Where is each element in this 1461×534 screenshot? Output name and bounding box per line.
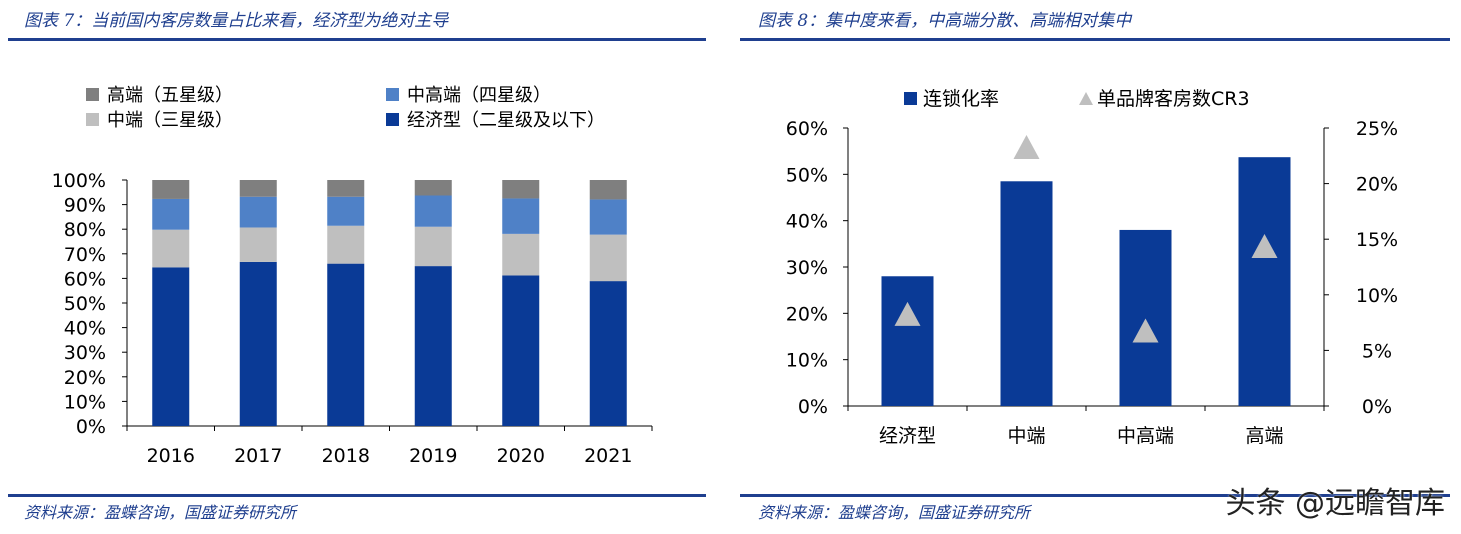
marker-cr3 [1132,318,1159,343]
bar-segment [589,234,627,282]
y-tick-label-right: 0% [1362,396,1392,418]
figure-source: 资料来源：盈蝶咨询，国盛证券研究所 [758,503,1031,522]
bar-segment [414,180,452,196]
y-tick-label: 40% [64,318,106,340]
bar-segment [152,229,190,268]
bar-segment [239,180,277,197]
bar-segment [589,199,627,235]
x-tick-label: 中高端 [1117,425,1174,447]
legend-swatch [86,88,99,101]
bar-segment [152,180,190,199]
bar-segment [589,281,627,426]
bar-chain-rate [1238,157,1291,406]
y-tick-label: 70% [64,244,106,266]
y-tick-label-left: 10% [786,350,828,372]
legend-swatch-bar [904,92,917,105]
bar-chain-rate [1000,181,1053,406]
y-tick-label-left: 20% [786,303,828,325]
y-tick-label-right: 10% [1356,285,1398,307]
watermark-text: 头条 @远瞻智库 [1225,486,1445,521]
y-tick-label-left: 40% [786,211,828,233]
figure-title: 图表 8：集中度来看，中高端分散、高端相对集中 [758,11,1132,31]
y-tick-label: 50% [64,293,106,315]
y-tick-label: 10% [64,391,106,413]
bar-segment [502,233,540,276]
y-tick-label-left: 50% [786,164,828,186]
y-tick-label: 20% [64,367,106,389]
y-tick-label-left: 0% [798,396,828,418]
legend-swatch [86,113,99,126]
y-tick-label-left: 30% [786,257,828,279]
legend-swatch [386,88,399,101]
bar-segment [152,198,190,230]
title-rule [8,38,706,41]
legend-label: 高端（五星级） [107,85,233,106]
bar-segment [502,180,540,199]
source-rule [8,494,706,497]
bar-segment [414,226,452,267]
y-tick-label: 90% [64,195,106,217]
bar-segment [414,266,452,426]
bar-segment [502,275,540,426]
figure-title: 图表 7：当前国内客房数量占比来看，经济型为绝对主导 [24,11,449,31]
marker-cr3 [894,301,921,326]
y-tick-label: 0% [76,416,106,438]
y-tick-label-right: 5% [1362,340,1392,362]
x-tick-label: 经济型 [879,425,936,447]
title-rule [740,38,1450,41]
legend-swatch-triangle [1079,92,1093,105]
bar-segment [239,227,277,262]
x-tick-label: 2018 [322,445,370,467]
legend-label: 连锁化率 [923,88,999,110]
x-tick-label: 2020 [497,445,545,467]
bar-segment [239,196,277,228]
y-tick-label-right: 15% [1356,229,1398,251]
bar-marker-chart: 0% 10% 20% 30% 40% 50% 60% 0% 5% 10% 15% 20% 25% 经济型 中… [786,88,1398,447]
bar-segment [152,267,190,426]
bar-segment [327,196,365,226]
legend-label: 中高端（四星级） [407,85,551,106]
marker-cr3 [1013,135,1040,160]
bar-segment [589,180,627,200]
source-rule [740,494,1450,497]
x-tick-label: 高端 [1245,425,1283,447]
legend-label: 中端（三星级） [107,110,233,131]
chart-panel-left: 图表 7：当前国内客房数量占比来看，经济型为绝对主导 0% 10% 20% 30% 40… [0,0,720,534]
y-tick-label-left: 60% [786,118,828,140]
chart-panel-right: 图表 8：集中度来看，中高端分散、高端相对集中 0% 10% 20% 30% 40% 50… [730,0,1461,534]
bar-segment [327,225,365,264]
x-tick-label: 2016 [147,445,195,467]
bar-segment [327,180,365,197]
y-tick-label: 60% [64,268,106,290]
bar-segment [414,195,452,227]
legend-swatch [386,113,399,126]
bar-segment [239,261,277,426]
bar-segment [502,198,540,234]
bar-chain-rate [881,276,934,406]
legend-label: 经济型（二星级及以下） [407,110,605,131]
legend-label: 单品牌客房数CR3 [1097,88,1250,110]
y-tick-label: 30% [64,342,106,364]
y-tick-label: 100% [52,170,106,192]
y-tick-label: 80% [64,219,106,241]
y-tick-label-right: 25% [1356,118,1398,140]
x-tick-label: 2019 [409,445,457,467]
figure-source: 资料来源：盈蝶咨询，国盛证券研究所 [24,503,297,522]
stacked-bar-chart: 0% 10%20% 30%40% 50% 60%70% 80%90% 100% 2016 201… [52,85,653,467]
bar-chain-rate [1119,229,1172,406]
x-tick-label: 2021 [584,445,632,467]
bar-segment [327,263,365,426]
y-tick-label-right: 20% [1356,174,1398,196]
x-tick-label: 2017 [234,445,282,467]
marker-cr3 [1251,233,1278,258]
x-tick-label: 中端 [1007,425,1045,447]
